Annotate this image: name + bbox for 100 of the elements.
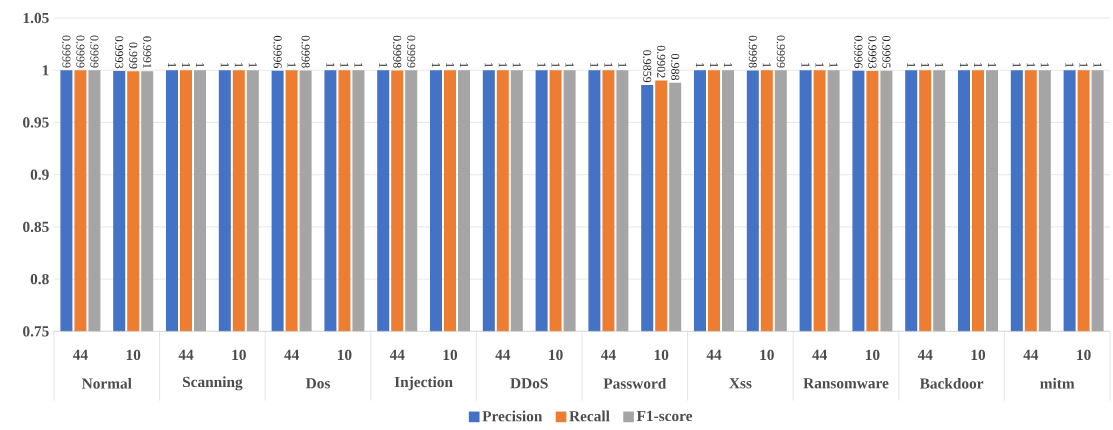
data-label: 0.9998: [393, 35, 402, 68]
data-label: 1: [432, 63, 440, 68]
data-label: 0.999: [129, 42, 138, 69]
data-label: 0.9996: [854, 35, 863, 69]
x-tick-label: 10: [654, 349, 669, 361]
text: DDoS: [510, 378, 548, 389]
data-label: 0.9999: [90, 35, 99, 68]
text: Normal: [81, 377, 132, 389]
data-label: 1: [248, 63, 257, 68]
x-tick-label: 10: [865, 349, 880, 361]
y-tick-label: 0.95: [23, 117, 49, 128]
data-label: 0.9859: [643, 50, 652, 83]
x-tick-label: 10: [232, 349, 246, 361]
x-tick-label: 44: [72, 349, 88, 360]
data-label: 1: [196, 63, 204, 68]
x-tick-label: 44: [600, 349, 616, 360]
x-tick-label: 10: [337, 349, 352, 361]
x-tick-label: 44: [706, 349, 722, 360]
data-label: 0.9999: [76, 35, 85, 68]
text: mitm: [1040, 377, 1075, 389]
y-tick-label: 0.9: [30, 169, 49, 180]
x-tick-label: 10: [1077, 349, 1091, 361]
data-label: 0.988: [671, 53, 680, 81]
data-label: 1: [565, 63, 574, 68]
data-label: 1: [590, 63, 599, 68]
x-tick-label: 10: [443, 349, 458, 361]
data-label: 1: [960, 63, 968, 68]
data-label: 1: [354, 63, 363, 68]
data-label: 1: [710, 63, 718, 68]
data-label: 1: [340, 63, 349, 68]
y-tick-label: 0.75: [23, 326, 49, 337]
data-label: 1: [974, 63, 982, 68]
data-label: 1: [537, 63, 546, 68]
data-label: 1: [182, 63, 190, 68]
data-label: 0.9999: [407, 35, 416, 68]
y-tick-label: 0.8: [30, 273, 49, 285]
data-label: 1: [921, 63, 930, 68]
data-label: 0.9902: [657, 45, 666, 78]
data-label: 1: [1079, 63, 1088, 68]
data-label: 1: [935, 63, 944, 68]
data-label: 1: [762, 63, 771, 68]
data-label: 0.9993: [868, 36, 877, 69]
data-label: 1: [1040, 63, 1049, 68]
data-label: 1: [287, 63, 296, 68]
y-tick-label: 1.05: [23, 12, 49, 24]
x-tick-label: 44: [1023, 349, 1039, 360]
data-label: 0.9999: [62, 35, 71, 68]
data-label: 1: [801, 63, 810, 68]
text: Backdoor: [919, 377, 984, 389]
data-label: 1: [460, 63, 468, 68]
data-label: 1: [1026, 63, 1035, 68]
data-label: 1: [988, 63, 996, 68]
data-label: 1: [498, 63, 507, 68]
y-tick-label: 0.85: [23, 221, 49, 233]
x-tick-label: 44: [389, 349, 405, 360]
data-label: 0.9991: [143, 36, 152, 69]
x-tick-label: 44: [178, 349, 194, 360]
x-tick-label: 10: [126, 349, 141, 361]
data-label: 0.9996: [273, 35, 282, 69]
data-label: 1: [815, 63, 824, 68]
data-label: 1: [484, 63, 493, 68]
data-label: 1: [1093, 63, 1102, 68]
data-label: 1: [326, 63, 335, 68]
text: Xss: [729, 378, 752, 389]
data-label: 1: [234, 63, 243, 68]
data-label: 1: [907, 63, 916, 68]
x-tick-label: 44: [284, 349, 299, 360]
data-label: 1: [551, 63, 560, 68]
data-label: 1: [446, 63, 454, 68]
y-tick-label: 1: [42, 65, 49, 76]
data-label: 1: [220, 63, 229, 68]
data-label: 0.9995: [882, 35, 891, 69]
data-label: 1: [1012, 63, 1021, 68]
data-label: 1: [604, 63, 613, 68]
text: Dos: [305, 378, 330, 389]
data-label: 1: [829, 63, 838, 68]
data-label: 1: [512, 63, 521, 68]
x-tick-label: 10: [760, 349, 774, 361]
data-label: 0.9999: [776, 35, 785, 68]
data-label: 1: [379, 63, 388, 68]
data-label: 1: [618, 63, 627, 68]
x-tick-label: 10: [549, 349, 563, 361]
data-label: 1: [696, 63, 704, 68]
legend-label: F1-score: [636, 410, 693, 422]
text: Password: [603, 377, 667, 389]
text: Injection: [394, 376, 453, 391]
legend-label: Precision: [482, 410, 543, 422]
text: Ransomware: [803, 378, 889, 389]
data-label: 1: [1065, 63, 1074, 68]
data-label: 1: [168, 63, 176, 68]
x-tick-label: 44: [917, 349, 933, 360]
data-label: 1: [724, 63, 732, 68]
text: Scanning: [182, 376, 243, 391]
x-tick-label: 10: [971, 349, 986, 361]
legend-label: Recall: [569, 410, 610, 422]
x-tick-label: 44: [495, 349, 511, 360]
data-label: 0.9998: [301, 35, 310, 68]
x-tick-label: 44: [812, 349, 827, 360]
data-label: 0.9993: [115, 36, 124, 69]
data-label: 0.9998: [748, 35, 757, 68]
